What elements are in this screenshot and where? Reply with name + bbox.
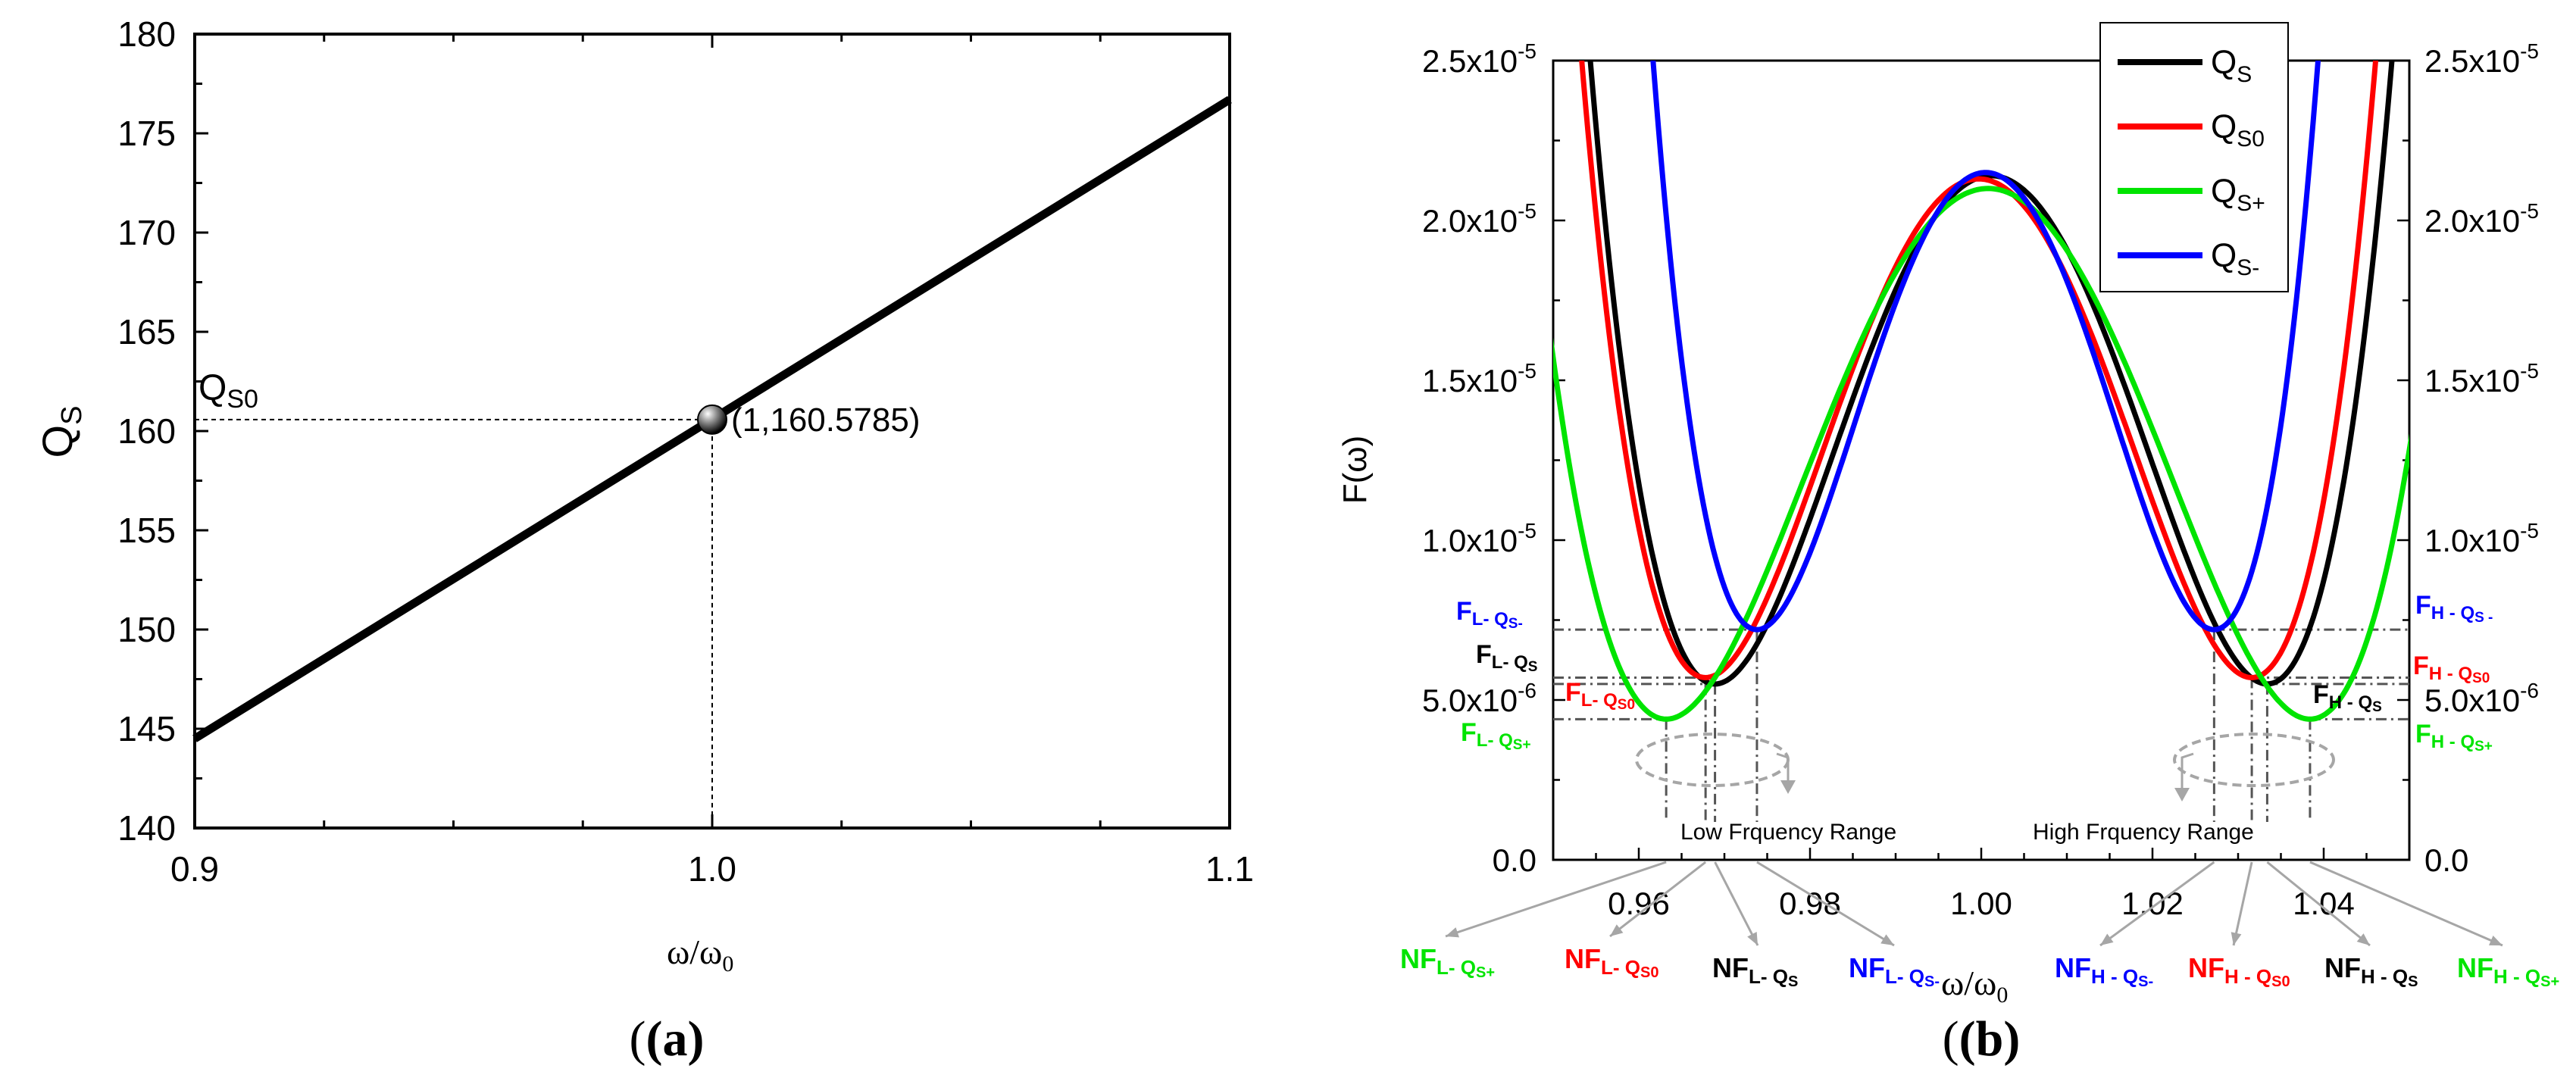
qs0-reference-label: QS0 (199, 368, 258, 414)
panel-a-y-ticks: 140 145 150 155 160 165 170 175 180 (117, 14, 208, 848)
y-tick-label: 145 (117, 709, 176, 748)
panel-b-x-ticks: 0.96 0.98 1.00 1.02 1.04 (1552, 848, 2411, 921)
legend-entry: QS0 (2211, 108, 2265, 152)
legend-entry: QS- (2211, 237, 2259, 280)
fh-label: FH - QS - (2415, 591, 2493, 626)
nf-label: NFL- QS+ (1400, 943, 1495, 981)
curve-series-3 (1650, 61, 2321, 633)
high-range-arrow-head (2174, 788, 2190, 801)
low-frequency-range-label: Low Frquency Range (1680, 820, 1896, 845)
y-tick-label: 1.0x10-5 (1422, 519, 1537, 558)
x-tick-label: 0.9 (170, 849, 219, 889)
f-labels: FL- QS- FL- QS FL- QS0 FL- QS+ FH - QS - FH -… (1456, 591, 2493, 755)
y-tick-label: 0.0 (1493, 842, 1537, 878)
high-frequency-range-label: High Frquency Range (2033, 820, 2254, 845)
nf-pointer-head (1747, 932, 1758, 945)
fl-label: FL- QS- (1456, 597, 1523, 632)
fh-label: FH - QS+ (2415, 720, 2493, 755)
low-range-ring (1635, 733, 1790, 787)
curve-series-2 (1553, 186, 2409, 722)
panel-a-x-axis-label: ω/ω0 (667, 933, 733, 976)
nf-pointer (1445, 861, 1667, 938)
nf-label: NFH - QS0 (2188, 952, 2290, 990)
nf-labels: NFL- QS+ NFL- QS0 NFL- QS NFL- QS- NFH - QS-… (1400, 943, 2559, 990)
legend-entry: QS+ (2211, 173, 2265, 216)
y-tick-label: 170 (117, 213, 176, 252)
y-tick-label: 180 (117, 14, 176, 54)
panel-b-x-axis-label: ω/ω0 (1941, 964, 2008, 1008)
y-tick-label-right: 2.0x10-5 (2424, 199, 2539, 239)
y-tick-label: 5.0x10-6 (1422, 679, 1537, 718)
y-tick-label: 175 (117, 114, 176, 153)
x-tick-label: 1.0 (688, 849, 736, 889)
nf-pointer (2232, 861, 2253, 946)
legend: QS QS0 QS+ QS- (2099, 22, 2289, 292)
operating-point-marker (697, 404, 727, 435)
x-tick-label: 1.1 (1205, 849, 1254, 889)
panel-b-y-axis-label: F(ω) (1336, 436, 1374, 505)
y-tick-label: 2.5x10-5 (1422, 39, 1537, 79)
nf-label: NFL- QS- (1849, 952, 1940, 990)
panel-b: 0.96 0.98 1.00 1.02 1.04 0.0 0.05.0x10-6 5.0x1… (1336, 22, 2559, 1067)
nf-label: NFH - QS- (2055, 952, 2153, 990)
nf-pointer-head (2356, 933, 2370, 945)
panel-a-x-ticks: 0.9 1.0 1.1 (170, 34, 1254, 889)
nf-label: NFL- QS (1712, 952, 1798, 990)
y-tick-label-right: 0.0 (2424, 842, 2468, 878)
f-omega-curves (1553, 61, 2409, 722)
y-tick-label: 160 (117, 411, 176, 451)
nf-pointer-head (2231, 932, 2242, 945)
nf-label: NFH - QS+ (2457, 952, 2559, 990)
high-range-ring (2173, 733, 2335, 787)
y-tick-label: 150 (117, 610, 176, 649)
x-tick-label: 1.00 (1950, 886, 2012, 921)
panel-a-y-axis-label: QS (33, 406, 88, 458)
nf-pointer-head (2100, 933, 2114, 945)
y-tick-label-right: 1.5x10-5 (2424, 359, 2539, 398)
y-tick-label: 155 (117, 511, 176, 550)
nf-pointer (1714, 861, 1759, 946)
nf-label: NFL- QS0 (1565, 943, 1658, 981)
nf-pointer-head (1610, 924, 1624, 936)
y-tick-label: 1.5x10-5 (1422, 359, 1537, 398)
panel-a-caption: ((a) (630, 1011, 705, 1067)
panel-b-y-ticks: 0.0 0.0 5.0x10-6 5.0x10-6 1.0x10-5 1.0x10-5 1.… (1422, 39, 2539, 878)
fl-label: FL- QS0 (1565, 678, 1635, 713)
x-tick-label: 0.96 (1608, 886, 1670, 921)
legend-box (2099, 22, 2289, 292)
y-tick-label: 165 (117, 312, 176, 352)
frequency-range-rings (1635, 733, 2335, 801)
y-tick-label: 140 (117, 808, 176, 848)
y-tick-label-right: 1.0x10-5 (2424, 519, 2539, 558)
fl-label: FL- QS+ (1461, 718, 1531, 753)
nf-pointer (2266, 861, 2371, 947)
nf-pointer-head (1880, 934, 1894, 945)
fh-label: FH - QS0 (2413, 651, 2490, 686)
nf-pointer (1756, 861, 1895, 947)
fl-label: FL- QS (1476, 640, 1537, 675)
panel-a: 0.9 1.0 1.1 140 145 150 155 160 165 170 175 180 (1… (33, 14, 1254, 1067)
low-range-arrow (1776, 752, 1790, 788)
high-range-arrow (2181, 752, 2194, 795)
nf-pointer (2309, 861, 2503, 947)
legend-entry: QS (2211, 44, 2252, 87)
nf-pointer-head (1446, 927, 1459, 938)
nf-label: NFH - QS (2324, 952, 2418, 990)
nf-pointer-arrows (1445, 861, 2503, 947)
curve-series-1 (1579, 61, 2379, 680)
y-tick-label-right: 5.0x10-6 (2424, 679, 2539, 718)
fh-label: FH - QS (2313, 680, 2382, 715)
nf-pointer (1609, 861, 1707, 938)
panel-b-caption: ((b) (1943, 1011, 2021, 1067)
x-tick-label: 0.98 (1779, 886, 1841, 921)
nf-pointer (2099, 861, 2215, 947)
y-tick-label: 2.0x10-5 (1422, 199, 1537, 239)
y-tick-label-right: 2.5x10-5 (2424, 39, 2539, 79)
nf-pointer-head (2489, 935, 2503, 945)
low-range-arrow-head (1780, 780, 1796, 794)
operating-point-label: (1,160.5785) (731, 402, 921, 439)
